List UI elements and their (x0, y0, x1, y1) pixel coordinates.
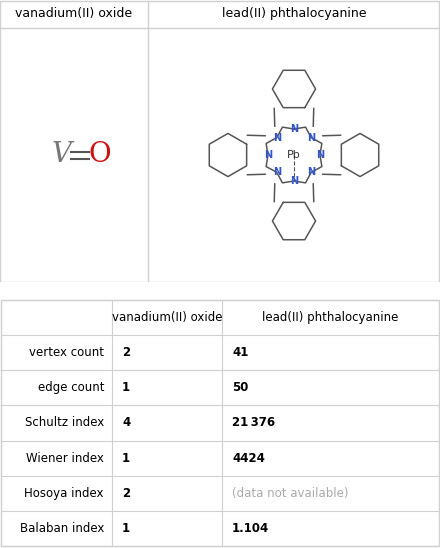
Text: N: N (290, 176, 298, 186)
Text: 2: 2 (122, 487, 130, 500)
Text: 1: 1 (122, 522, 130, 535)
Text: lead(II) phthalocyanine: lead(II) phthalocyanine (222, 8, 366, 20)
Text: vertex count: vertex count (29, 346, 104, 359)
Text: Pb: Pb (287, 150, 301, 160)
Text: 4: 4 (122, 416, 130, 430)
Text: edge count: edge count (37, 381, 104, 395)
Text: 41: 41 (232, 346, 248, 359)
Text: N: N (264, 150, 272, 160)
Text: 21 376: 21 376 (232, 416, 275, 430)
Text: N: N (273, 133, 281, 142)
Text: 2: 2 (122, 346, 130, 359)
Text: V: V (52, 141, 72, 168)
Text: N: N (316, 150, 324, 160)
Text: 1: 1 (122, 452, 130, 465)
Text: N: N (307, 133, 315, 142)
Text: O: O (89, 141, 111, 168)
Text: vanadium(II) oxide: vanadium(II) oxide (15, 8, 132, 20)
Text: Schultz index: Schultz index (25, 416, 104, 430)
Text: lead(II) phthalocyanine: lead(II) phthalocyanine (262, 311, 399, 324)
Text: N: N (290, 124, 298, 134)
Text: 50: 50 (232, 381, 248, 395)
Text: Wiener index: Wiener index (26, 452, 104, 465)
Text: N: N (273, 167, 281, 178)
Text: vanadium(II) oxide: vanadium(II) oxide (112, 311, 222, 324)
Text: 4424: 4424 (232, 452, 265, 465)
Text: (data not available): (data not available) (232, 487, 348, 500)
Text: N: N (307, 167, 315, 178)
Text: 1: 1 (122, 381, 130, 395)
Text: Hosoya index: Hosoya index (25, 487, 104, 500)
Text: 1.104: 1.104 (232, 522, 269, 535)
Text: Balaban index: Balaban index (20, 522, 104, 535)
